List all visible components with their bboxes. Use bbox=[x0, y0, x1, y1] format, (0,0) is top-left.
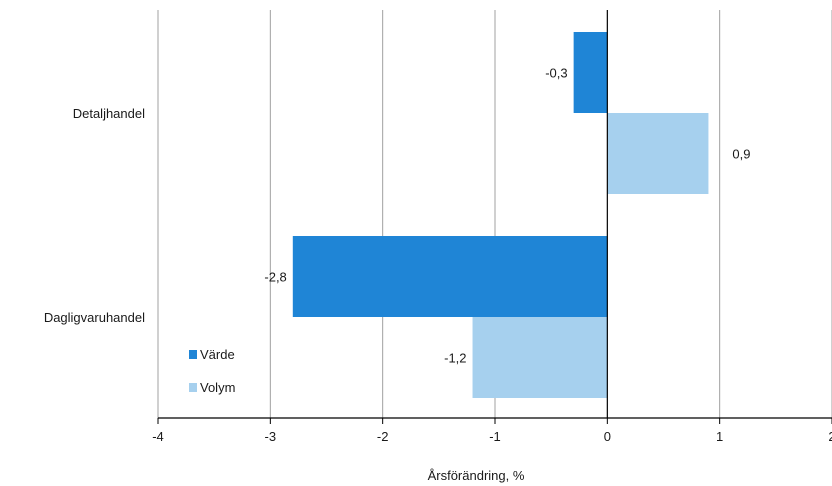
data-label: -1,2 bbox=[444, 351, 466, 366]
legend-label: Värde bbox=[200, 347, 235, 362]
x-tick-label: -1 bbox=[489, 429, 501, 444]
bar bbox=[472, 317, 608, 398]
x-tick-label: -2 bbox=[377, 429, 389, 444]
category-labels: Detaljhandel Dagligvaruhandel bbox=[44, 106, 145, 325]
category-label: Detaljhandel bbox=[73, 106, 145, 121]
bars bbox=[292, 32, 709, 398]
data-label: -2,8 bbox=[264, 270, 286, 285]
x-ticks: -4 -3 -2 -1 0 1 2 bbox=[152, 418, 832, 444]
x-tick-label: 0 bbox=[604, 429, 611, 444]
category-label: Dagligvaruhandel bbox=[44, 310, 145, 325]
x-tick-label: -3 bbox=[265, 429, 277, 444]
x-tick-label: 1 bbox=[716, 429, 723, 444]
x-tick-label: 2 bbox=[828, 429, 832, 444]
data-label: 0,9 bbox=[732, 147, 750, 162]
legend-label: Volym bbox=[200, 380, 235, 395]
legend-swatch bbox=[189, 383, 197, 392]
bar bbox=[607, 113, 709, 194]
value-labels: -0,3 0,9 -2,8 -1,2 bbox=[264, 66, 750, 366]
data-label: -0,3 bbox=[545, 66, 567, 81]
legend: Värde Volym bbox=[189, 347, 235, 395]
bar bbox=[573, 32, 608, 113]
bar bbox=[292, 236, 608, 317]
x-axis-title: Årsförändring, % bbox=[428, 468, 525, 483]
x-tick-label: -4 bbox=[152, 429, 164, 444]
legend-swatch bbox=[189, 350, 197, 359]
